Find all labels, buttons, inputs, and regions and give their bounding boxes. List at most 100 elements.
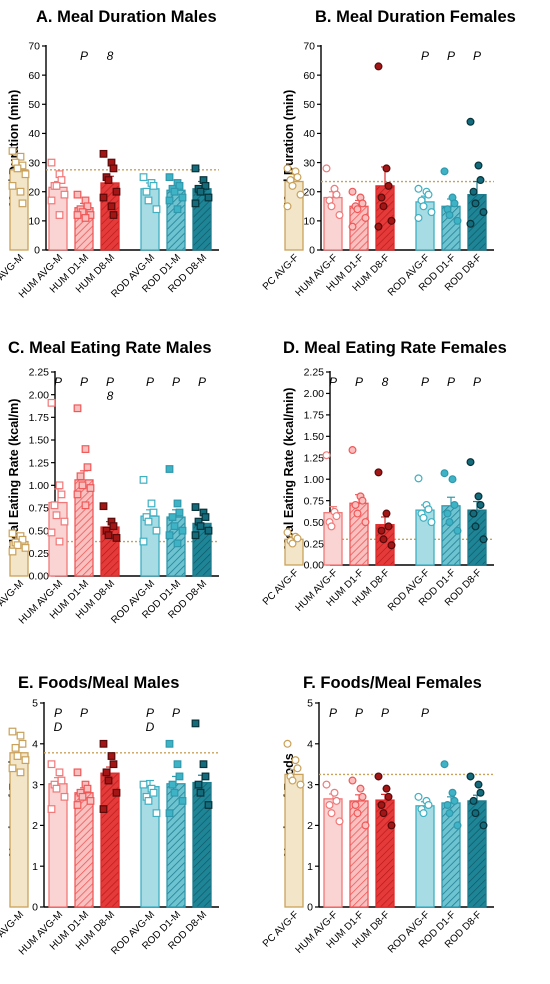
data-point xyxy=(178,526,187,535)
significance-annotation: P xyxy=(355,375,363,389)
data-point xyxy=(47,528,56,537)
data-point xyxy=(384,792,393,801)
y-tick-label: 0 xyxy=(32,902,38,914)
data-point xyxy=(358,199,367,208)
data-point xyxy=(445,518,454,527)
data-point xyxy=(112,187,121,196)
data-point xyxy=(81,501,90,510)
data-point xyxy=(330,788,339,797)
data-point xyxy=(377,526,386,535)
y-tick-label: 0 xyxy=(307,902,313,914)
data-point xyxy=(424,505,433,514)
y-tick-label: 1.25 xyxy=(29,457,50,469)
significance-annotation: P xyxy=(198,375,206,389)
data-point xyxy=(8,764,17,773)
data-point xyxy=(384,522,393,531)
data-point xyxy=(476,176,485,185)
data-point xyxy=(293,173,302,182)
data-point xyxy=(379,202,388,211)
data-point xyxy=(448,788,457,797)
data-point xyxy=(476,500,485,509)
data-point xyxy=(196,187,205,196)
data-point xyxy=(55,481,64,490)
data-point xyxy=(104,176,113,184)
y-tick-label: 2 xyxy=(32,820,38,832)
data-point xyxy=(112,788,121,797)
panel-title: A. Meal Duration Males xyxy=(36,8,217,26)
data-point xyxy=(165,173,174,182)
data-point xyxy=(374,62,383,71)
y-tick-label: 60 xyxy=(303,70,315,82)
data-point xyxy=(47,805,56,813)
data-point xyxy=(102,768,111,777)
data-point xyxy=(18,199,27,208)
significance-annotation: P xyxy=(172,375,180,389)
data-point xyxy=(78,481,87,490)
y-axis-label: Meal Eating Rate (kcal/m) xyxy=(7,399,21,550)
data-point xyxy=(382,784,391,793)
y-tick-label: 0.75 xyxy=(29,503,50,515)
data-point xyxy=(387,216,396,225)
data-point xyxy=(414,792,423,801)
data-point xyxy=(165,739,174,748)
y-tick-label: 3 xyxy=(307,779,313,791)
data-point xyxy=(327,809,336,818)
data-point xyxy=(194,780,203,789)
data-point xyxy=(139,475,148,484)
y-tick-label: 10 xyxy=(303,216,315,228)
data-point xyxy=(361,518,370,527)
data-point xyxy=(152,526,161,535)
data-point xyxy=(479,535,488,544)
data-point xyxy=(293,764,302,773)
bar-pc-avg-m xyxy=(9,169,29,251)
panel-title: C. Meal Eating Rate Males xyxy=(8,339,212,357)
data-point xyxy=(450,199,459,208)
panel-title: D. Meal Eating Rate Females xyxy=(283,339,507,357)
data-point xyxy=(73,190,82,199)
data-point xyxy=(204,801,213,809)
y-tick-label: 20 xyxy=(303,186,315,198)
data-point xyxy=(469,509,478,518)
data-point xyxy=(288,539,297,548)
data-point xyxy=(109,164,118,173)
data-point xyxy=(351,500,360,509)
data-point xyxy=(325,800,334,809)
data-point xyxy=(144,196,153,205)
data-point xyxy=(152,205,161,214)
data-point xyxy=(283,528,292,537)
data-point xyxy=(18,739,27,748)
data-point xyxy=(469,796,478,805)
data-point xyxy=(99,502,108,511)
significance-annotation: P xyxy=(473,49,481,63)
data-point xyxy=(358,792,367,801)
data-point xyxy=(168,780,177,789)
y-tick-label: 1.50 xyxy=(304,431,325,443)
data-point xyxy=(471,522,480,531)
y-tick-label: 4 xyxy=(32,739,38,751)
data-point xyxy=(73,404,82,413)
y-tick-label: 0.00 xyxy=(29,571,50,583)
significance-annotation: D xyxy=(146,720,155,734)
y-tick-label: 2.25 xyxy=(304,367,325,379)
data-point xyxy=(47,398,56,407)
y-tick-label: 2.25 xyxy=(29,367,50,379)
data-point xyxy=(173,539,182,548)
data-point xyxy=(57,776,66,785)
significance-annotation: P xyxy=(381,706,389,720)
data-point xyxy=(453,216,462,225)
data-point xyxy=(474,492,483,501)
data-point xyxy=(283,739,292,748)
data-point xyxy=(379,809,388,818)
data-point xyxy=(86,484,95,492)
data-point xyxy=(387,821,396,830)
data-point xyxy=(55,537,64,546)
data-point xyxy=(450,500,459,509)
data-point xyxy=(443,800,452,809)
y-tick-label: 2.00 xyxy=(29,389,50,401)
data-point xyxy=(21,756,30,765)
data-point xyxy=(21,170,30,179)
panel-title: F. Foods/Meal Females xyxy=(303,674,482,692)
y-tick-label: 60 xyxy=(28,70,40,82)
significance-annotation: P xyxy=(80,375,88,389)
data-point xyxy=(387,541,396,550)
